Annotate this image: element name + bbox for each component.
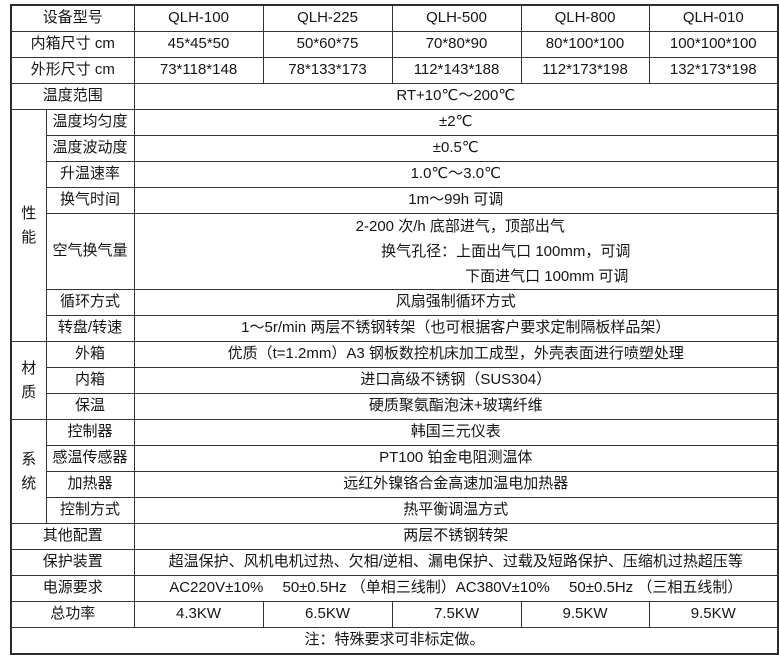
row-label-circulation-mode: 循环方式 (45, 289, 135, 316)
header-model-qlh500: QLH-500 (391, 4, 522, 32)
header-model-qlh800: QLH-800 (520, 4, 650, 32)
group-label-performance: 性能 (10, 109, 47, 342)
table-row: 电源要求 AC220V±10% 50±0.5Hz （单相三线制）AC380V±1… (10, 575, 779, 602)
cell-outer-size-4: 112*173*198 (520, 57, 650, 84)
cell-air-exchange-volume-value: 2-200 次/h 底部进气，顶部出气 换气孔径：上面出气口 100mm，可调 … (133, 213, 779, 290)
row-label-control-mode: 控制方式 (45, 497, 135, 524)
cell-circulation-mode-value: 风扇强制循环方式 (133, 289, 779, 316)
cell-other-config-value: 两层不锈钢转架 (133, 523, 779, 550)
table-row: 循环方式 风扇强制循环方式 (11, 289, 779, 316)
row-label-temp-sensor: 感温传感器 (45, 445, 135, 472)
row-label-outer-box: 外箱 (45, 341, 135, 368)
table-row: 感温传感器 PT100 铂金电阻测温体 (11, 445, 779, 472)
group-label-material-text: 材质 (21, 359, 37, 401)
cell-inner-size-4: 80*100*100 (520, 31, 650, 58)
table-row: 注：特殊要求可非标定做。 (10, 627, 779, 655)
air-exchange-line-1: 2-200 次/h 底部进气，顶部出气 (355, 218, 565, 235)
cell-inner-size-3: 70*80*90 (391, 31, 522, 58)
group-label-system: 系统 (10, 419, 47, 524)
row-label-heater: 加热器 (45, 471, 135, 498)
row-label-turntable-speed: 转盘/转速 (45, 315, 135, 342)
row-label-other-config: 其他配置 (10, 523, 135, 550)
cell-outer-size-5: 132*173*198 (648, 57, 779, 84)
cell-outer-size-2: 78*133*173 (262, 57, 393, 84)
cell-insulation-value: 硬质聚氨酯泡沫+玻璃纤维 (133, 393, 779, 420)
cell-outer-size-1: 73*118*148 (133, 57, 264, 84)
cell-outer-box-value: 优质（t=1.2mm）A3 钢板数控机床加工成型，外壳表面进行喷塑处理 (133, 341, 779, 368)
spec-sheet: 设备型号 QLH-100 QLH-225 QLH-500 QLH-800 QLH… (10, 4, 779, 655)
cell-temp-fluctuation-value: ±0.5℃ (133, 135, 779, 162)
cell-heater-value: 远红外镍铬合金高速加温电加热器 (133, 471, 779, 498)
table-row: 升温速率 1.0℃～3.0℃ (11, 161, 779, 188)
row-label-protection: 保护装置 (10, 549, 135, 576)
cell-power-supply-value: AC220V±10% 50±0.5Hz （单相三线制）AC380V±10% 50… (133, 575, 779, 602)
row-label-total-power: 总功率 (10, 601, 135, 628)
cell-air-exchange-time-value: 1m～99h 可调 (133, 187, 779, 214)
cell-turntable-speed-value: 1～5r/min 两层不锈钢转架（也可根据客户要求定制隔板样品架） (133, 315, 779, 342)
header-model-qlh225: QLH-225 (262, 4, 393, 32)
table-row: 空气换气量 2-200 次/h 底部进气，顶部出气 换气孔径：上面出气口 100… (11, 213, 779, 290)
table-row: 内箱 进口高级不锈钢（SUS304） (11, 367, 779, 394)
cell-outer-size-3: 112*143*188 (391, 57, 522, 84)
table-row: 外形尺寸 cm 73*118*148 78*133*173 112*143*18… (10, 57, 779, 84)
row-label-air-exchange-volume: 空气换气量 (45, 213, 135, 290)
group-label-system-text: 系统 (21, 450, 37, 492)
header-model-qlh010: QLH-010 (648, 4, 779, 32)
cell-total-power-2: 6.5KW (262, 601, 393, 628)
cell-inner-size-2: 50*60*75 (262, 31, 393, 58)
cell-temp-uniformity-value: ±2℃ (133, 109, 779, 136)
table-row: 系统 控制器 韩国三元仪表 (10, 419, 779, 524)
row-label-inner-size: 内箱尺寸 cm (10, 31, 135, 58)
row-label-insulation: 保温 (45, 393, 135, 420)
table-row: 材质 外箱 优质（t=1.2mm）A3 钢板数控机床加工成型，外壳表面进行喷塑处… (10, 341, 779, 420)
cell-heatup-rate-value: 1.0℃～3.0℃ (133, 161, 779, 188)
table-row: 内箱尺寸 cm 45*45*50 50*60*75 70*80*90 80*10… (10, 31, 779, 58)
row-label-temp-uniformity: 温度均匀度 (45, 109, 135, 136)
note-text: 注：特殊要求可非标定做。 (10, 627, 779, 655)
table-row: 温度波动度 ±0.5℃ (11, 135, 779, 162)
row-label-heatup-rate: 升温速率 (45, 161, 135, 188)
group-label-performance-text: 性能 (21, 204, 37, 246)
table-row: 保护装置 超温保护、风机电机过热、欠相/逆相、漏电保护、过载及短路保护、压缩机过… (10, 549, 779, 576)
table-row: 总功率 4.3KW 6.5KW 7.5KW 9.5KW 9.5KW (10, 601, 779, 628)
table-row: 换气时间 1m～99h 可调 (11, 187, 779, 214)
cell-protection-value: 超温保护、风机电机过热、欠相/逆相、漏电保护、过载及短路保护、压缩机过热超压等 (133, 549, 779, 576)
table-row: 转盘/转速 1～5r/min 两层不锈钢转架（也可根据客户要求定制隔板样品架） (11, 315, 779, 342)
row-label-inner-box: 内箱 (45, 367, 135, 394)
cell-total-power-3: 7.5KW (391, 601, 522, 628)
spec-table: 设备型号 QLH-100 QLH-225 QLH-500 QLH-800 QLH… (10, 4, 779, 655)
cell-temp-range-value: RT+10℃～200℃ (133, 83, 779, 110)
cell-total-power-1: 4.3KW (133, 601, 264, 628)
row-label-controller: 控制器 (45, 419, 135, 446)
cell-controller-value: 韩国三元仪表 (133, 419, 779, 446)
header-device-model-label: 设备型号 (10, 4, 135, 32)
air-exchange-line-3: 下面进气口 100mm 可调 (465, 268, 629, 285)
cell-inner-box-value: 进口高级不锈钢（SUS304） (133, 367, 779, 394)
table-row: 控制方式 热平衡调温方式 (11, 497, 779, 524)
row-label-air-exchange-time: 换气时间 (45, 187, 135, 214)
table-row: 加热器 远红外镍铬合金高速加温电加热器 (11, 471, 779, 498)
cell-control-mode-value: 热平衡调温方式 (133, 497, 779, 524)
air-exchange-line-2: 换气孔径：上面出气口 100mm，可调 (381, 243, 631, 260)
cell-total-power-5: 9.5KW (648, 601, 779, 628)
group-label-material: 材质 (10, 341, 47, 420)
header-model-qlh100: QLH-100 (133, 4, 264, 32)
table-row: 设备型号 QLH-100 QLH-225 QLH-500 QLH-800 QLH… (10, 4, 779, 32)
cell-inner-size-1: 45*45*50 (133, 31, 264, 58)
table-row: 性能 温度均匀度 ±2℃ (10, 109, 779, 342)
cell-total-power-4: 9.5KW (520, 601, 650, 628)
cell-temp-sensor-value: PT100 铂金电阻测温体 (133, 445, 779, 472)
row-label-power-supply: 电源要求 (10, 575, 135, 602)
table-row: 温度范围 RT+10℃～200℃ (10, 83, 779, 110)
cell-inner-size-5: 100*100*100 (648, 31, 779, 58)
row-label-temp-range: 温度范围 (10, 83, 135, 110)
table-row: 其他配置 两层不锈钢转架 (10, 523, 779, 550)
row-label-outer-size: 外形尺寸 cm (10, 57, 135, 84)
row-label-temp-fluctuation: 温度波动度 (45, 135, 135, 162)
table-row: 保温 硬质聚氨酯泡沫+玻璃纤维 (11, 393, 779, 420)
